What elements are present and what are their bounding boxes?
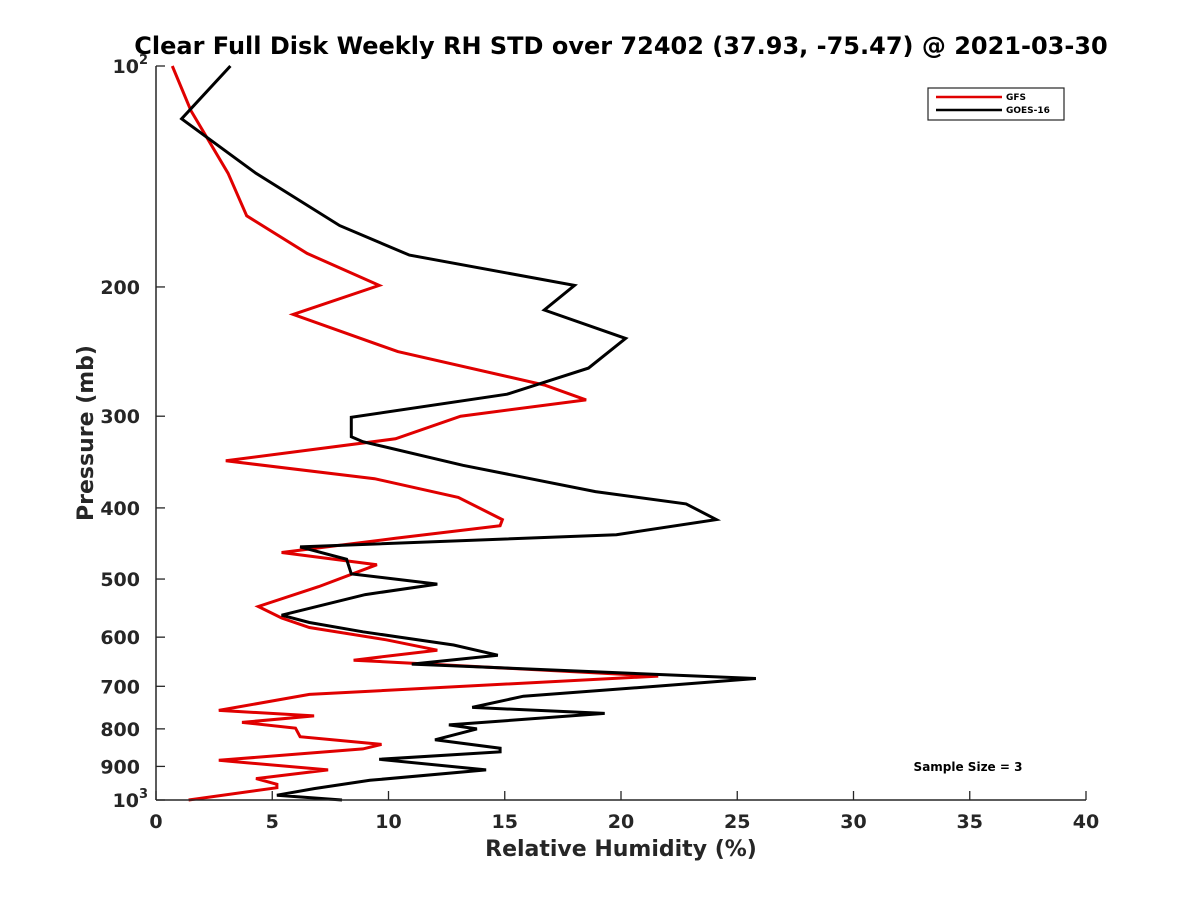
y-axis-label: Pressure (mb) <box>74 345 99 521</box>
y-tick-label: 800 <box>100 719 140 741</box>
y-tick-label: 200 <box>100 277 140 299</box>
legend-label-gfs: GFS <box>1006 93 1026 103</box>
chart-title: Clear Full Disk Weekly RH STD over 72402… <box>134 32 1107 60</box>
y-tick-label: 700 <box>100 676 140 698</box>
x-tick-label: 15 <box>492 811 518 833</box>
y-tick-label: 103 <box>113 787 149 812</box>
x-tick-label: 20 <box>608 811 634 833</box>
y-tick-label: 102 <box>113 53 149 78</box>
sample-size-annotation: Sample Size = 3 <box>914 760 1023 774</box>
y-tick-label: 500 <box>100 569 140 591</box>
x-tick-label: 30 <box>840 811 866 833</box>
x-tick-label: 35 <box>957 811 983 833</box>
x-tick-label: 40 <box>1073 811 1099 833</box>
x-tick-label: 0 <box>149 811 162 833</box>
y-tick-label: 600 <box>100 627 140 649</box>
legend: GFS GOES-16 <box>927 87 1065 121</box>
series-line-goes16 <box>179 64 757 802</box>
series-layer <box>170 64 757 802</box>
y-tick-label: 300 <box>100 406 140 428</box>
x-ticks: 0 5 10 15 20 25 30 35 40 <box>149 791 1099 833</box>
x-tick-label: 5 <box>266 811 279 833</box>
y-tick-label: 400 <box>100 498 140 520</box>
y-tick-label: 900 <box>100 756 140 778</box>
x-tick-label: 25 <box>724 811 750 833</box>
series-line-gfs <box>170 65 659 802</box>
legend-box <box>927 87 1065 121</box>
legend-label-goes16: GOES-16 <box>1006 106 1050 116</box>
x-tick-label: 10 <box>375 811 401 833</box>
y-ticks: 102 200 300 400 500 600 700 800 900 103 <box>100 53 165 812</box>
x-axis-label: Relative Humidity (%) <box>485 837 757 862</box>
